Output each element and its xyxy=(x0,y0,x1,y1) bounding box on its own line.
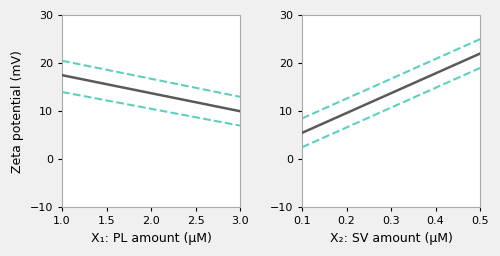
Y-axis label: Zeta potential (mV): Zeta potential (mV) xyxy=(11,50,24,173)
X-axis label: X₁: PL amount (μM): X₁: PL amount (μM) xyxy=(90,232,212,245)
X-axis label: X₂: SV amount (μM): X₂: SV amount (μM) xyxy=(330,232,452,245)
